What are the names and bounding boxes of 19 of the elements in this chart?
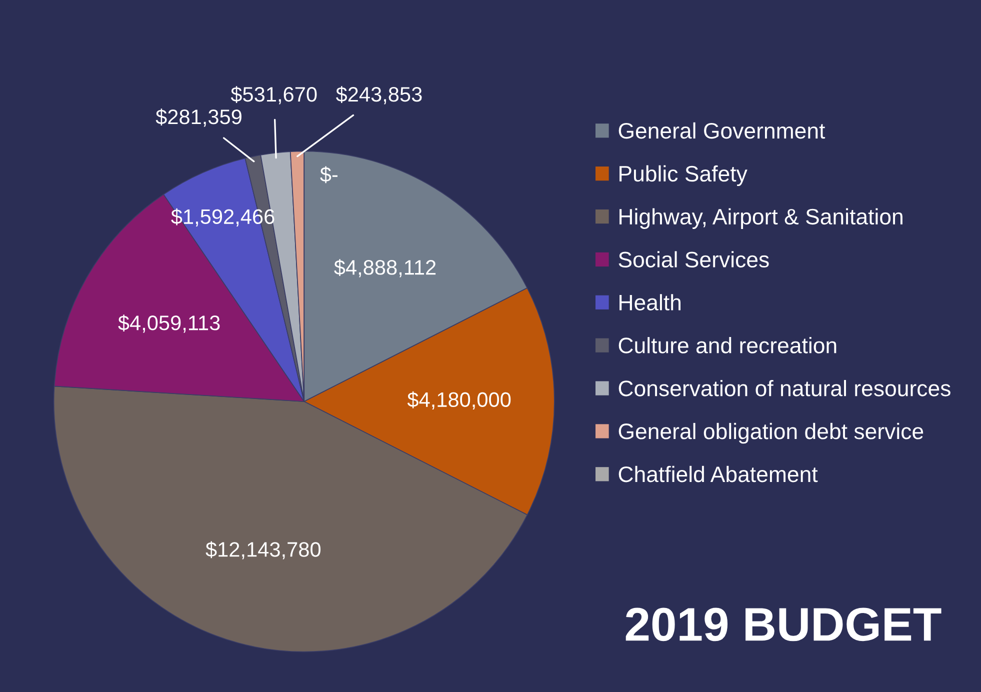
legend-label: Highway, Airport & Sanitation: [620, 208, 902, 229]
legend-label: Social Services: [618, 251, 769, 268]
legend-label: Health: [620, 294, 680, 310]
data-label: $531,670: [230, 86, 317, 104]
legend-label: Conservation of natural resources: [618, 380, 950, 396]
text: $-: [320, 166, 338, 184]
text: 2019 BUDGET: [626, 608, 942, 642]
data-label: $243,853: [336, 86, 422, 104]
data-label: $1,592,466: [171, 208, 274, 226]
legend-label: Culture and recreation: [618, 337, 836, 354]
data-label: $281,359: [156, 108, 242, 127]
legend-label: Public Safety: [620, 165, 748, 186]
legend-label: Chatfield Abatement: [618, 466, 818, 482]
legend-label: General obligation debt service: [618, 422, 924, 444]
data-label: $4,059,113: [118, 314, 220, 333]
data-label: $12,143,780: [206, 541, 321, 560]
legend-label: General Government: [618, 122, 826, 139]
data-label: $4,180,000: [407, 391, 511, 410]
data-label: $4,888,112: [334, 259, 436, 278]
